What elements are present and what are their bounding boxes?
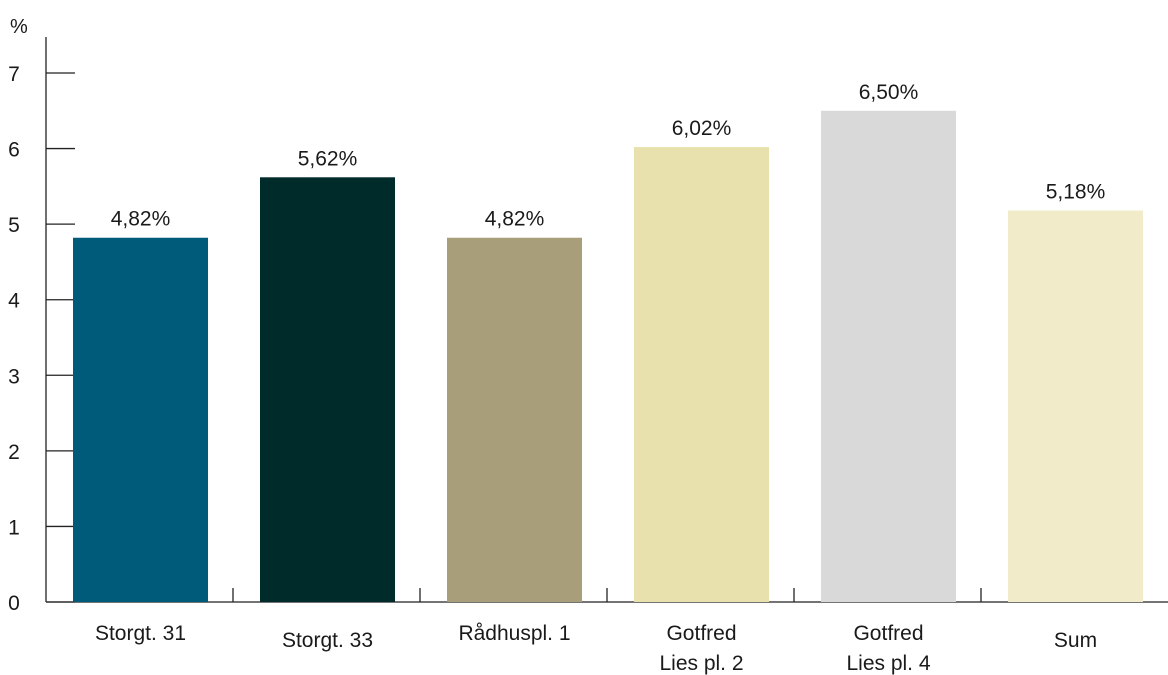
data-label: 6,50% [859, 81, 919, 104]
data-label: 4,82% [485, 208, 545, 231]
category-labels-group: Storgt. 31 Storgt. 33 Rådhuspl. 1 Gotfred Li… [95, 622, 1097, 675]
category-label: Lies pl. 2 [659, 652, 743, 675]
x-axis-ticks [232, 588, 982, 602]
bars-group [73, 110, 1143, 603]
y-tick-label: 4 [8, 290, 20, 313]
data-label: 5,18% [1046, 181, 1106, 204]
category-label: Rådhuspl. 1 [458, 622, 570, 645]
y-tick-label: 2 [8, 441, 20, 464]
y-tick-label: 0 [8, 592, 20, 615]
bar [447, 237, 582, 602]
y-tick-label: 7 [8, 63, 20, 86]
bar [260, 177, 395, 602]
y-tick-label: 3 [8, 365, 20, 388]
category-label: Storgt. 33 [282, 629, 373, 652]
bar [73, 237, 208, 602]
data-label: 5,62% [298, 147, 358, 170]
bar [634, 147, 769, 602]
category-label: Gotfred [853, 622, 923, 645]
y-axis-ticks: 0 1 2 3 4 5 6 7 [8, 63, 75, 615]
category-label: Lies pl. 4 [846, 652, 930, 675]
data-labels-group: 4,82% 5,62% 4,82% 6,02% 6,50% 5,18% [111, 81, 1106, 231]
bar [1008, 210, 1143, 603]
bar [821, 110, 956, 603]
category-label: Gotfred [666, 622, 736, 645]
y-tick-label: 1 [8, 516, 20, 539]
y-tick-label: 5 [8, 214, 20, 237]
data-label: 4,82% [111, 208, 171, 231]
category-label: Storgt. 31 [95, 622, 186, 645]
category-label: Sum [1054, 629, 1097, 652]
data-label: 6,02% [672, 117, 732, 140]
y-axis-unit-label: % [10, 16, 28, 38]
y-tick-label: 6 [8, 139, 20, 162]
